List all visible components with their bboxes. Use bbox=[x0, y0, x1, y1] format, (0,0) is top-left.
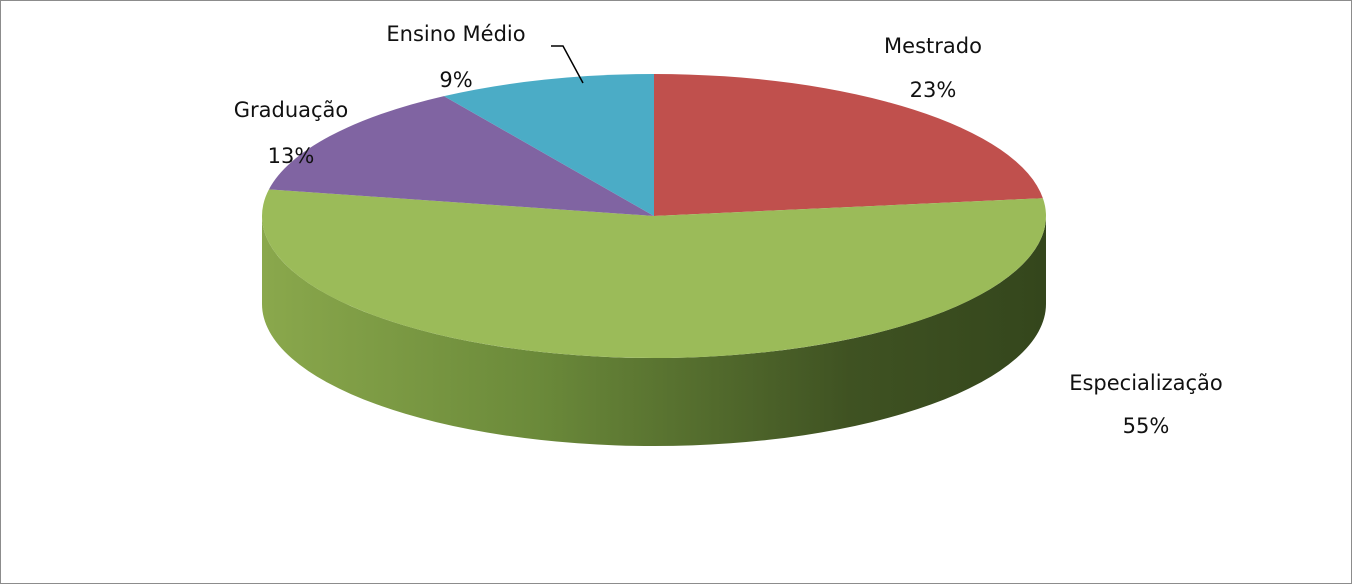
label-percent-graduacao: 13% bbox=[268, 144, 315, 168]
pie-slice-graduacao bbox=[268, 96, 654, 216]
pie-side-especializacao bbox=[262, 216, 1046, 446]
label-name-especializacao: Especialização bbox=[1069, 371, 1223, 395]
leader-line-ensino-medio bbox=[551, 45, 584, 84]
label-name-graduacao: Graduação bbox=[234, 98, 349, 122]
label-name-ensino-medio: Ensino Médio bbox=[386, 22, 525, 46]
label-percent-mestrado: 23% bbox=[910, 78, 957, 102]
pie-slices bbox=[261, 74, 1046, 359]
label-percent-ensino-medio: 9% bbox=[439, 68, 472, 92]
pie-slice-ensino-medio bbox=[443, 74, 654, 216]
pie-sides bbox=[262, 216, 1046, 446]
label-name-mestrado: Mestrado bbox=[884, 34, 982, 58]
label-percent-especializacao: 55% bbox=[1123, 414, 1170, 438]
pie-slice-especializacao bbox=[261, 189, 1046, 359]
pie-slice-mestrado bbox=[654, 74, 1043, 216]
pie-labels: Mestrado 23% Especialização 55% Graduação 13%… bbox=[234, 22, 1223, 438]
